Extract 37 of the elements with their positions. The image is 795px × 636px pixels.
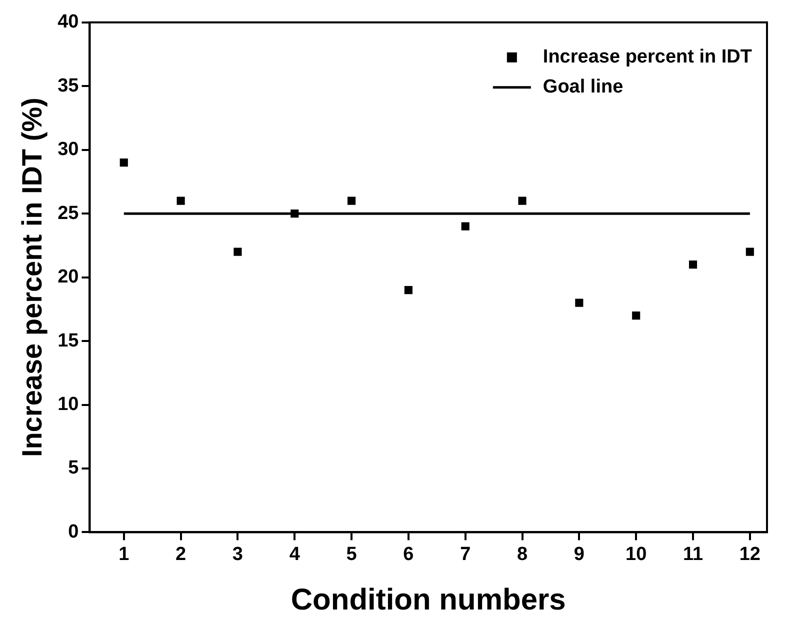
x-tick-label: 2 [176, 544, 186, 565]
y-tick-label: 5 [68, 458, 80, 479]
point [518, 196, 526, 205]
legend-label: Increase percent in IDT [542, 46, 752, 68]
y-tick-label: 25 [58, 202, 80, 224]
point [461, 222, 470, 230]
x-tick-label: 6 [403, 544, 414, 565]
point [290, 210, 299, 218]
y-tick-label: 0 [68, 521, 79, 542]
y-tick-label: 40 [58, 12, 79, 33]
point [575, 298, 584, 307]
point [176, 196, 185, 205]
point [746, 248, 754, 256]
x-tick-label: 9 [574, 544, 584, 565]
point [348, 196, 356, 205]
y-tick-label: 20 [58, 266, 79, 288]
point [404, 286, 412, 294]
y-tick-label: 35 [58, 75, 80, 96]
point [120, 158, 128, 167]
x-tick-label: 7 [460, 544, 471, 565]
legend-label: Goal line [542, 76, 624, 98]
y-tick-label: 15 [58, 330, 80, 352]
y-tick-label: 30 [58, 139, 79, 160]
x-tick-label: 5 [346, 544, 358, 565]
point [688, 260, 698, 269]
y-tick-label: 10 [58, 394, 79, 415]
x-tick-label: 12 [739, 544, 760, 565]
x-tick-label: 3 [232, 544, 243, 565]
x-axis-title: Condition numbers [290, 583, 566, 616]
x-tick-label: 10 [626, 544, 647, 565]
x-tick-label: 1 [118, 544, 130, 565]
x-tick-label: 11 [682, 544, 704, 565]
x-tick-label: 4 [289, 544, 300, 565]
point [632, 312, 640, 320]
x-tick-label: 8 [516, 544, 528, 565]
point [234, 248, 242, 256]
y-axis-title: Increase percent in IDT (%) [16, 98, 48, 458]
